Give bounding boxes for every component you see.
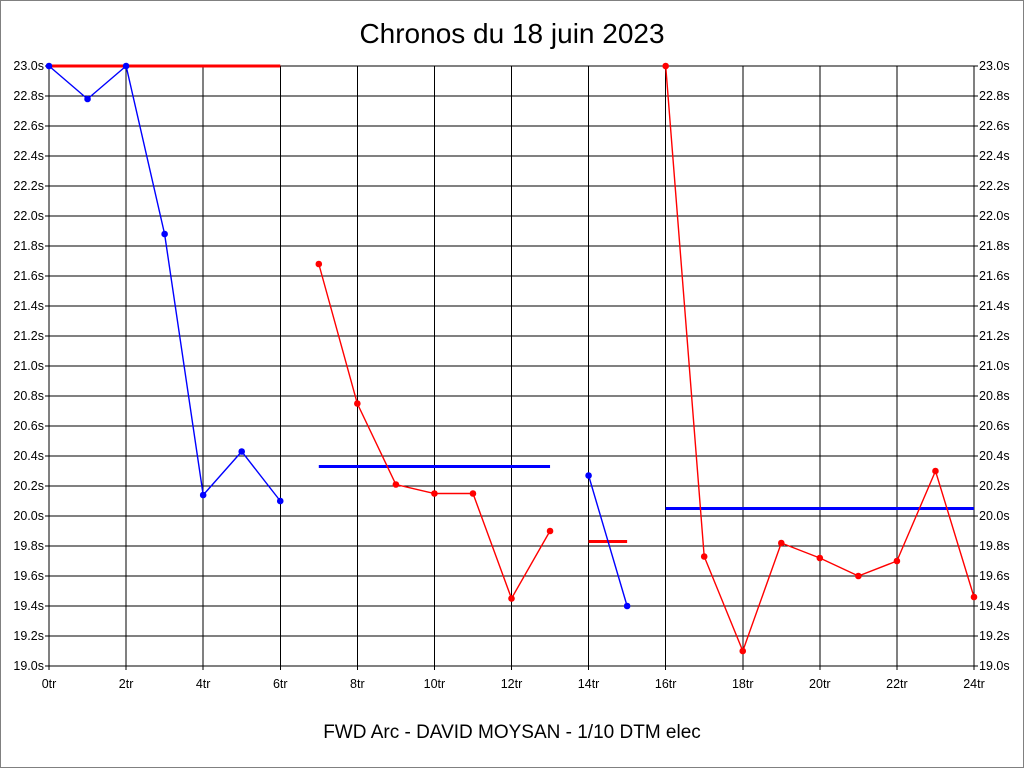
data-point [431, 490, 438, 497]
y-tick-label-left: 21.2s [13, 329, 44, 343]
data-point [392, 481, 400, 488]
x-tick-label: 22tr [886, 677, 908, 691]
x-tick-label: 14tr [578, 677, 600, 691]
data-point [970, 593, 978, 601]
axes: 23.0s 23.0s 22.8s 22.8s 22.6s 22.6s 22.4s 22.4s… [13, 59, 1009, 691]
data-series [45, 62, 978, 655]
y-tick-label-right: 22.4s [979, 149, 1010, 163]
grid-lines [48, 65, 975, 667]
y-tick-label-right: 20.0s [979, 509, 1010, 523]
y-tick-label-right: 22.2s [979, 179, 1010, 193]
data-point [932, 467, 939, 475]
y-tick-label-left: 19.6s [13, 569, 44, 583]
data-point [45, 62, 53, 70]
data-point [739, 647, 747, 655]
y-tick-label-right: 21.0s [979, 359, 1010, 373]
plot-border [48, 65, 975, 667]
y-tick-label-left: 19.0s [13, 659, 44, 673]
data-point [469, 490, 477, 497]
y-tick-label-right: 22.6s [979, 119, 1010, 133]
y-tick-label-right: 21.8s [979, 239, 1010, 253]
data-point [623, 602, 631, 610]
x-tick-label: 20tr [809, 677, 831, 691]
chart-title: Chronos du 18 juin 2023 [359, 18, 665, 49]
y-tick-label-left: 22.2s [13, 179, 44, 193]
y-tick-label-left: 22.4s [13, 149, 44, 163]
data-point [700, 553, 708, 560]
y-tick-label-right: 22.0s [979, 209, 1010, 223]
y-tick-label-left: 21.4s [13, 299, 44, 313]
y-tick-label-right: 20.8s [979, 389, 1010, 403]
x-tick-label: 18tr [732, 677, 754, 691]
data-point [161, 230, 168, 238]
y-tick-label-left: 20.8s [13, 389, 44, 403]
data-point [238, 448, 246, 455]
y-tick-label-right: 19.2s [979, 629, 1010, 643]
y-tick-label-left: 19.8s [13, 539, 44, 553]
y-tick-label-right: 20.6s [979, 419, 1010, 433]
y-tick-label-left: 20.0s [13, 509, 44, 523]
y-tick-label-right: 21.2s [979, 329, 1010, 343]
y-tick-label-left: 23.0s [13, 59, 44, 73]
data-point [855, 572, 862, 580]
data-point [199, 491, 207, 499]
y-tick-label-right: 19.0s [979, 659, 1010, 673]
y-tick-label-left: 22.0s [13, 209, 44, 223]
x-tick-label: 4tr [196, 677, 211, 691]
data-point [777, 539, 785, 547]
y-tick-label-right: 19.4s [979, 599, 1010, 613]
series-line [587, 475, 628, 607]
data-point [893, 557, 901, 565]
y-tick-label-right: 21.4s [979, 299, 1010, 313]
data-point [508, 595, 515, 602]
y-tick-label-left: 21.6s [13, 269, 44, 283]
y-tick-label-right: 19.8s [979, 539, 1010, 553]
y-tick-label-left: 22.6s [13, 119, 44, 133]
data-point [585, 472, 592, 479]
y-tick-label-left: 20.6s [13, 419, 44, 433]
y-tick-label-left: 19.2s [13, 629, 44, 643]
data-point [276, 497, 284, 505]
x-tick-label: 12tr [501, 677, 523, 691]
y-tick-label-left: 21.0s [13, 359, 44, 373]
data-point [662, 62, 669, 70]
x-tick-label: 10tr [424, 677, 446, 691]
y-tick-label-left: 21.8s [13, 239, 44, 253]
y-tick-label-right: 21.6s [979, 269, 1010, 283]
data-point [122, 62, 130, 70]
y-tick-label-right: 20.4s [979, 449, 1010, 463]
data-point [546, 527, 554, 535]
data-point [84, 95, 91, 103]
x-tick-label: 8tr [350, 677, 365, 691]
x-tick-label: 6tr [273, 677, 288, 691]
y-tick-label-left: 20.4s [13, 449, 44, 463]
y-tick-label-left: 20.2s [13, 479, 44, 493]
y-tick-label-right: 23.0s [979, 59, 1010, 73]
x-tick-label: 2tr [119, 677, 134, 691]
y-tick-label-right: 20.2s [979, 479, 1010, 493]
x-tick-label: 24tr [963, 677, 985, 691]
reference-lines [49, 64, 974, 543]
y-tick-label-left: 19.4s [13, 599, 44, 613]
y-tick-label-right: 22.8s [979, 89, 1010, 103]
data-point [816, 554, 824, 562]
x-tick-label: 16tr [655, 677, 677, 691]
data-point [354, 400, 361, 407]
y-tick-label-right: 19.6s [979, 569, 1010, 583]
x-tick-label: 0tr [42, 677, 57, 691]
y-tick-label-left: 22.8s [13, 89, 44, 103]
data-point [315, 260, 323, 268]
series-line [48, 64, 281, 502]
chart-footer: FWD Arc - DAVID MOYSAN - 1/10 DTM elec [323, 722, 701, 743]
